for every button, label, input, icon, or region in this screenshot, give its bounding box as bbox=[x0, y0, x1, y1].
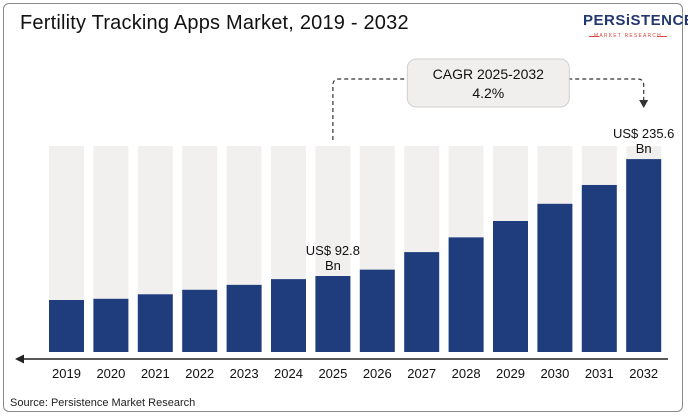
x-tick-2031: 2031 bbox=[585, 366, 614, 381]
cagr-text-line-0: CAGR 2025-2032 bbox=[433, 66, 545, 82]
logo-rule-left bbox=[589, 36, 599, 37]
bar-2020 bbox=[93, 298, 129, 352]
x-tick-2032: 2032 bbox=[629, 366, 658, 381]
x-tick-2024: 2024 bbox=[274, 366, 303, 381]
data-label-2025-line-1: Bn bbox=[325, 258, 341, 273]
data-bars bbox=[49, 159, 662, 352]
cagr-arrowhead bbox=[639, 100, 649, 108]
x-tick-2019: 2019 bbox=[52, 366, 81, 381]
logo-wordmark: PERSiSTENCE bbox=[583, 12, 688, 29]
bar-2022 bbox=[182, 289, 218, 352]
x-tick-2027: 2027 bbox=[407, 366, 436, 381]
bar-2021 bbox=[137, 294, 173, 352]
data-label-2032-line-1: Bn bbox=[636, 141, 652, 156]
bar-2029 bbox=[493, 220, 528, 352]
persistence-logo: PERSiSTENCE MARKET RESEARCH bbox=[583, 12, 688, 42]
x-axis-arrow bbox=[15, 354, 24, 364]
data-label-2032-line-0: US$ 235.6 bbox=[613, 126, 674, 141]
x-tick-2030: 2030 bbox=[540, 366, 569, 381]
logo-tagline: MARKET RESEARCH bbox=[594, 33, 662, 39]
bar-2023 bbox=[226, 284, 262, 352]
bar-2027 bbox=[404, 252, 440, 352]
cagr-annotation: CAGR 2025-2032 4.2% bbox=[332, 58, 649, 140]
x-tick-2025: 2025 bbox=[318, 366, 347, 381]
source-note: Source: Persistence Market Research bbox=[10, 397, 196, 409]
x-tick-2022: 2022 bbox=[185, 366, 214, 381]
bar-2032 bbox=[626, 159, 662, 352]
data-label-2025-line-0: US$ 92.8 bbox=[306, 243, 360, 258]
bar-2030 bbox=[537, 203, 573, 352]
bar-2028 bbox=[448, 237, 484, 352]
x-tick-labels: 2019 2020 2021 2022 2023 2024 2025 2026 2027 2028… bbox=[52, 366, 658, 381]
bar-2019 bbox=[49, 300, 84, 352]
logo-rule-right bbox=[657, 36, 667, 37]
bar-2025 bbox=[315, 276, 351, 352]
bar-2026 bbox=[359, 269, 395, 352]
cagr-text-line-1: 4.2% bbox=[472, 85, 504, 101]
bar-2024 bbox=[271, 279, 306, 352]
chart-title: Fertility Tracking Apps Market, 2019 - 2… bbox=[20, 12, 409, 34]
x-tick-2023: 2023 bbox=[230, 366, 259, 381]
x-tick-2026: 2026 bbox=[363, 366, 392, 381]
x-tick-2029: 2029 bbox=[496, 366, 525, 381]
x-tick-2021: 2021 bbox=[141, 366, 170, 381]
cagr-box bbox=[406, 58, 570, 108]
bar-2031 bbox=[581, 184, 617, 352]
x-tick-2020: 2020 bbox=[96, 366, 125, 381]
x-axis bbox=[15, 354, 668, 364]
x-tick-2028: 2028 bbox=[452, 366, 481, 381]
